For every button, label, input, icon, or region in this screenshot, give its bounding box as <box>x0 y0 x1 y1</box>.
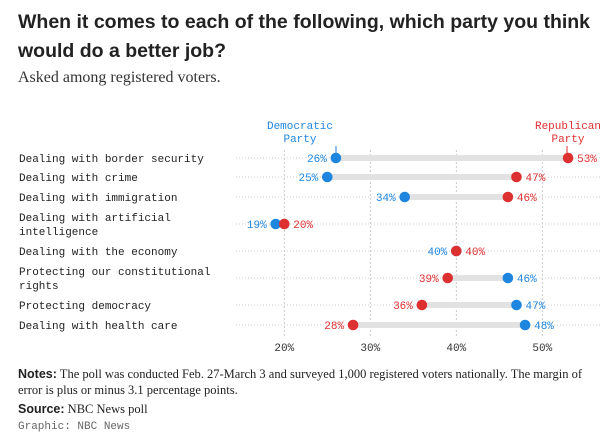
republican-dot <box>279 218 290 230</box>
row-label: Protecting our constitutional <box>19 267 210 279</box>
row-label: Dealing with border security <box>19 154 204 166</box>
democratic-value-label: 19% <box>247 220 267 232</box>
democratic-value-label: 25% <box>298 173 318 185</box>
republican-value-label: 36% <box>393 301 413 313</box>
row-label: intelligence <box>19 227 98 239</box>
row-label: rights <box>19 281 59 293</box>
row-label: Dealing with health care <box>19 321 177 333</box>
democratic-dot <box>270 218 282 230</box>
republican-dot <box>511 171 522 183</box>
democratic-dot <box>399 191 411 203</box>
x-tick-label: 40% <box>446 343 466 355</box>
republican-dot <box>416 299 428 311</box>
republican-value-label: 47% <box>526 173 546 185</box>
row-label: Dealing with immigration <box>19 193 177 205</box>
x-tick-label: 30% <box>360 343 380 355</box>
dot-plot-chart: 20% 30% 40% 50%DemocraticPartyRepublicanPar… <box>19 121 601 355</box>
republican-value-label: 53% <box>577 154 597 166</box>
republican-dot <box>442 272 454 284</box>
row-label: Dealing with the economy <box>19 247 178 259</box>
democratic-value-label: 46% <box>517 274 537 286</box>
republican-value-label: 40% <box>465 247 485 259</box>
chart-subtitle: Asked among registered voters. <box>18 69 221 86</box>
democratic-value-label: 26% <box>307 154 327 166</box>
democratic-dot <box>330 152 342 164</box>
legend-democratic: Democratic <box>267 121 333 133</box>
republican-value-label: 20% <box>293 220 313 232</box>
democratic-value-label: 48% <box>534 321 554 333</box>
republican-dot <box>562 152 574 164</box>
source: Source: NBC News poll <box>18 402 148 417</box>
x-tick-label: 20% <box>274 343 294 355</box>
row-label: Protecting democracy <box>19 301 151 313</box>
republican-dot <box>451 245 462 257</box>
republican-value-label: 39% <box>419 274 439 286</box>
republican-value-label: 46% <box>517 193 537 205</box>
republican-dot <box>347 319 359 331</box>
source-label: Source: <box>18 402 65 416</box>
legend-republican: Party <box>551 134 584 146</box>
republican-dot <box>502 191 514 203</box>
chart-title: When it comes to each of the following, … <box>18 11 591 62</box>
notes: Notes: The poll was conducted Feb. 27-Ma… <box>18 367 603 398</box>
row-label: Dealing with artificial <box>19 213 171 225</box>
legend-republican: Republican <box>535 121 601 133</box>
democratic-dot <box>519 319 531 331</box>
democratic-value-label: 34% <box>376 193 396 205</box>
democratic-dot <box>511 299 522 311</box>
legend-democratic: Party <box>283 134 316 146</box>
source-text: NBC News poll <box>64 402 148 416</box>
notes-text: The poll was conducted Feb. 27-March 3 a… <box>18 367 583 397</box>
graphic-credit: Graphic: NBC News <box>18 421 131 433</box>
democratic-dot <box>502 272 514 284</box>
notes-label: Notes: <box>18 367 57 381</box>
row-label: Dealing with crime <box>19 173 138 185</box>
democratic-dot <box>322 171 333 183</box>
republican-value-label: 28% <box>324 321 344 333</box>
democratic-value-label: 47% <box>526 301 546 313</box>
x-tick-label: 50% <box>532 343 552 355</box>
democratic-value-label: 40% <box>427 247 447 259</box>
